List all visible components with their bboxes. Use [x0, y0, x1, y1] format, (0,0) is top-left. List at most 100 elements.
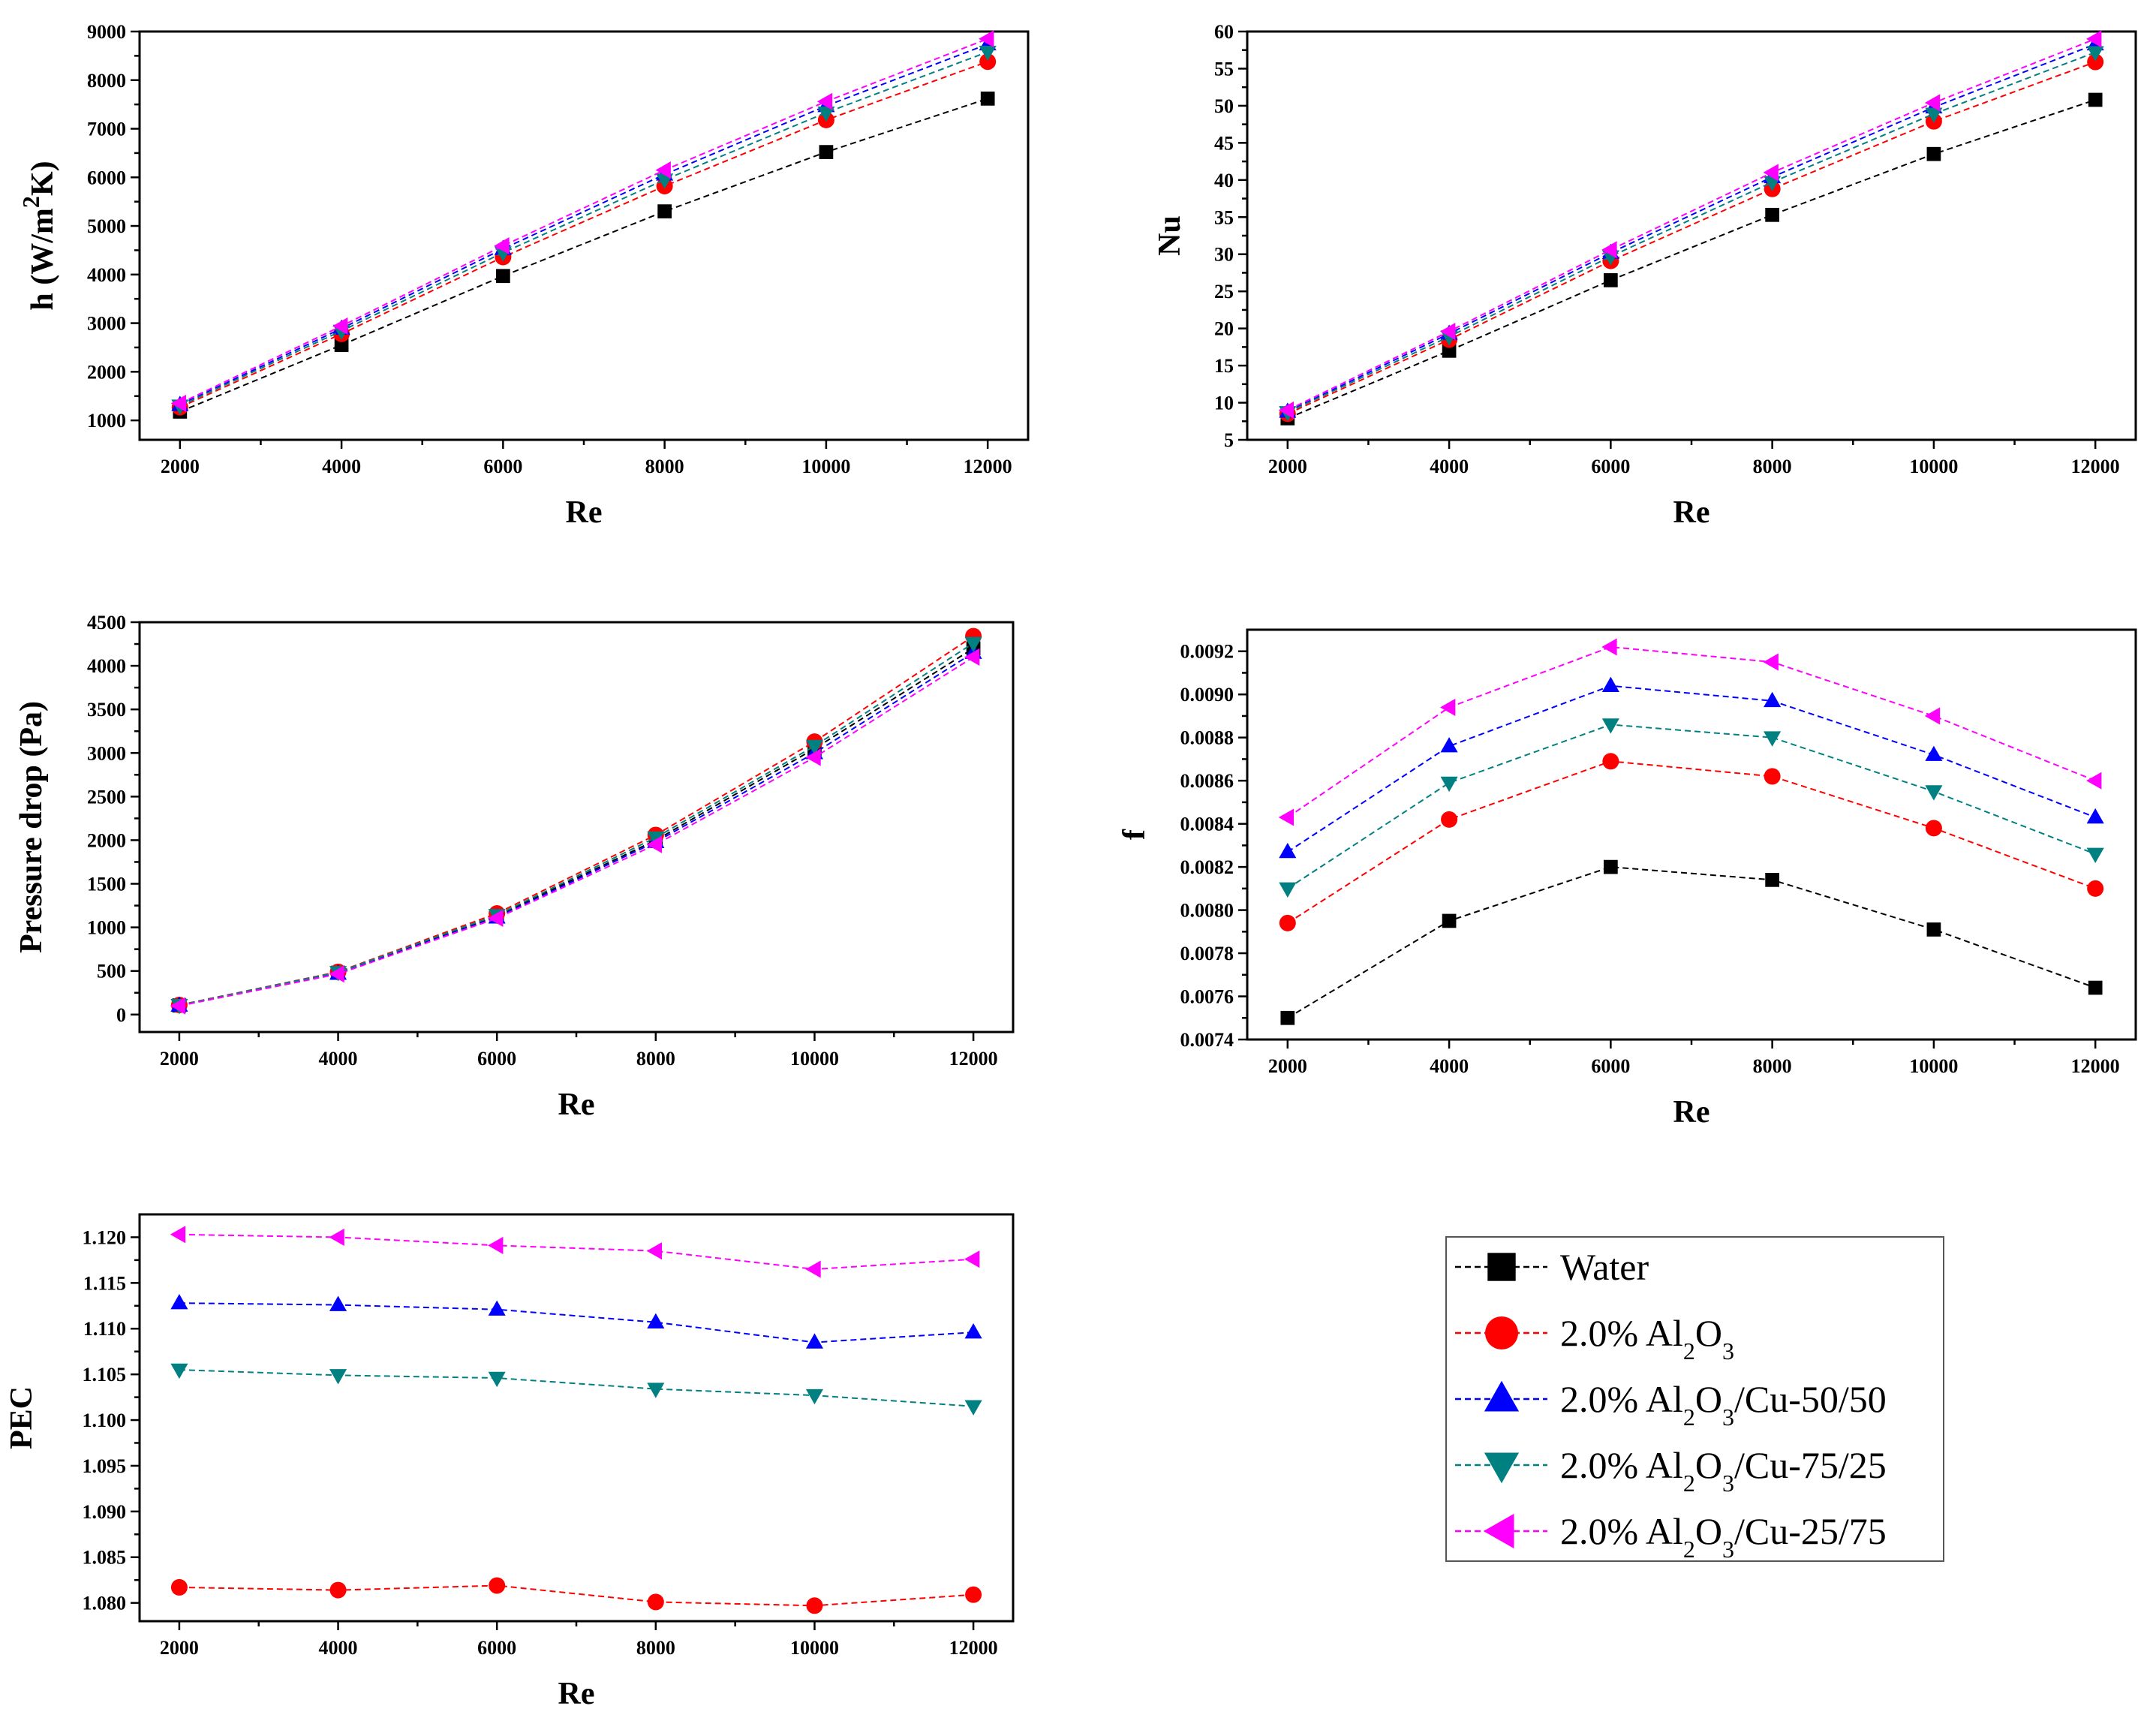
x-tick-label: 6000: [477, 1048, 516, 1070]
y-tick-label: 15: [1214, 355, 1234, 377]
x-tick-label: 12000: [2071, 1055, 2120, 1077]
x-tick-label: 2000: [1268, 1055, 1307, 1077]
x-tick-label: 8000: [1753, 456, 1792, 477]
data-point: [332, 317, 348, 335]
data-point: [1601, 638, 1617, 656]
chart-heat-transfer-coefficient: 2000 4000 6000 8000 10000 12000 1000 2000 3000 40…: [17, 21, 1030, 530]
y-axis-label: f: [1117, 829, 1152, 840]
legend-label: 2.0% Al2O3/Cu-50/50: [1560, 1378, 1887, 1431]
y-tick-label: 6000: [87, 167, 126, 188]
data-point: [647, 1313, 665, 1328]
data-point: [1440, 737, 1458, 753]
data-point: [1925, 107, 1943, 123]
y-tick-label: 1.105: [83, 1364, 127, 1386]
y-axis-label: Nu: [1153, 215, 1187, 256]
y-tick-label: 2000: [87, 361, 126, 383]
data-point: [1925, 785, 1943, 801]
x-tick-label: 8000: [636, 1048, 675, 1070]
series-line: [1287, 43, 2096, 413]
x-tick-label: 4000: [319, 1637, 358, 1659]
y-tick-label: 1500: [87, 874, 126, 895]
data-point: [1604, 272, 1618, 287]
data-point: [1924, 94, 1941, 112]
y-tick-label: 0.0082: [1180, 856, 1234, 878]
x-tick-label: 6000: [1591, 1055, 1630, 1077]
y-tick-label: 0.0092: [1180, 641, 1234, 663]
legend-label: 2.0% Al2O3/Cu-75/25: [1560, 1444, 1887, 1497]
y-tick-label: 5000: [87, 215, 126, 237]
data-point: [805, 1389, 824, 1405]
y-tick-label: 1.095: [83, 1455, 127, 1477]
data-point: [1763, 164, 1779, 182]
data-point: [979, 30, 994, 48]
x-tick-label: 8000: [636, 1637, 675, 1659]
legend: Water 2.0% Al2O3 2.0% Al2O3/Cu-50/50 2.0% A…: [1445, 1236, 1944, 1563]
data-point: [980, 92, 995, 106]
y-tick-label: 4000: [87, 655, 126, 677]
y-tick-label: 55: [1214, 58, 1234, 80]
data-point: [1924, 707, 1941, 725]
plot-frame: [138, 30, 1030, 441]
legend-marker: [1485, 1316, 1518, 1349]
data-point: [488, 1371, 506, 1388]
data-point: [1765, 872, 1779, 887]
x-tick-label: 4000: [319, 1048, 358, 1070]
y-tick-label: 1.100: [83, 1410, 127, 1431]
data-point: [1439, 698, 1456, 717]
y-tick-label: 0.0078: [1180, 943, 1234, 964]
data-point: [1279, 882, 1297, 898]
data-point: [817, 106, 835, 122]
y-axis-label: PEC: [5, 1386, 39, 1449]
data-point: [170, 394, 187, 412]
series-line: [1287, 38, 2096, 411]
y-tick-label: 1.110: [83, 1318, 126, 1340]
data-point: [647, 1383, 665, 1398]
y-tick-label: 30: [1214, 244, 1234, 266]
legend-marker: [1483, 1513, 1514, 1549]
legend-marker: [1484, 1452, 1520, 1484]
chart-friction-factor: 2000 4000 6000 8000 10000 12000 0.0074 0.0076 0.…: [1117, 628, 2137, 1130]
data-point: [170, 1578, 188, 1596]
y-tick-label: 1.080: [83, 1593, 127, 1614]
data-point: [334, 338, 349, 353]
x-tick-label: 6000: [1591, 456, 1630, 477]
y-tick-label: 1000: [87, 917, 126, 939]
plot-frame: [138, 1213, 1015, 1623]
x-tick-label: 12000: [949, 1048, 998, 1070]
series-line: [179, 1369, 974, 1407]
plot-frame: [1246, 628, 2137, 1041]
series-line: [179, 1584, 974, 1607]
y-tick-label: 2000: [87, 829, 126, 851]
data-point: [805, 1333, 824, 1349]
data-point: [2086, 772, 2102, 790]
y-tick-label: 45: [1214, 132, 1234, 154]
data-point: [170, 1363, 188, 1380]
y-tick-label: 4500: [87, 612, 126, 633]
series-line: [1287, 645, 2096, 818]
chart-pressure-drop: 2000 4000 6000 8000 10000 12000 0 500 1000 1500 20…: [14, 612, 1015, 1122]
data-point: [657, 204, 672, 218]
y-tick-label: 0.0076: [1180, 986, 1234, 1008]
data-point: [979, 45, 997, 62]
series-line: [1287, 99, 2096, 420]
data-point: [1278, 401, 1295, 419]
data-point: [655, 161, 671, 179]
data-point: [1764, 731, 1782, 747]
series-line: [179, 43, 988, 406]
series-line: [179, 651, 974, 1006]
series-line: [1287, 51, 2096, 414]
data-point: [1279, 914, 1296, 931]
data-point: [1601, 718, 1619, 734]
data-point: [488, 909, 504, 927]
y-tick-label: 3000: [87, 742, 126, 764]
data-point: [496, 269, 510, 284]
chart-pec: 2000 4000 6000 8000 10000 12000 1.080 1.085 1.09…: [5, 1213, 1015, 1711]
x-tick-label: 4000: [1430, 456, 1469, 477]
data-point: [1764, 768, 1781, 785]
data-point: [1763, 653, 1779, 671]
series-line: [179, 1302, 974, 1343]
y-axis-label: h (W/m2K): [17, 161, 60, 310]
x-tick-label: 12000: [949, 1637, 998, 1659]
series-line: [179, 98, 988, 413]
series-line: [1287, 724, 2096, 889]
